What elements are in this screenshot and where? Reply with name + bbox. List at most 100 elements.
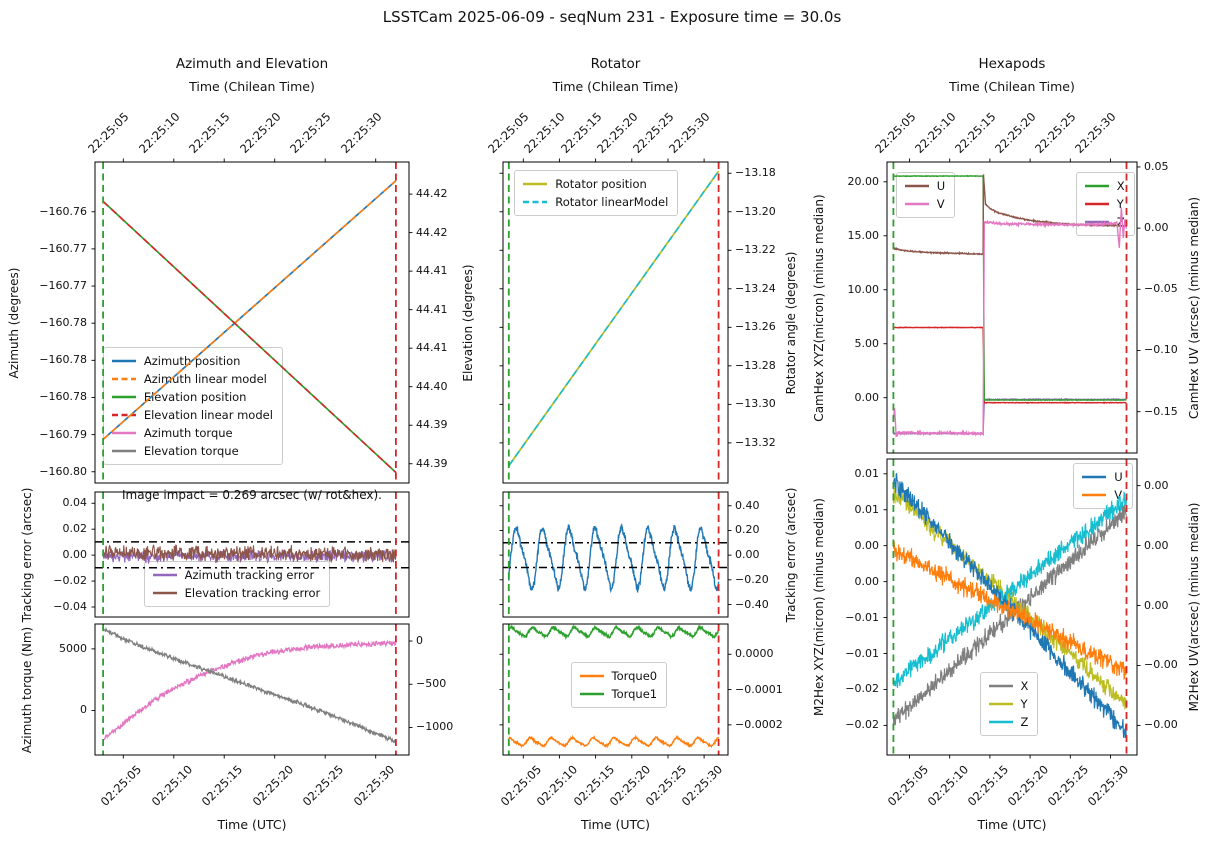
time-top-axis-label: Time (Chilean Time) bbox=[189, 79, 315, 94]
series-x bbox=[892, 174, 1127, 402]
y-tick-label: −13.28 bbox=[735, 358, 776, 372]
x-tick-label-top: 22:25:20 bbox=[992, 109, 1039, 156]
y-tick-label: 20.00 bbox=[847, 174, 880, 188]
y-tick-label: 0.04 bbox=[62, 496, 88, 510]
legend-label: Azimuth tracking error bbox=[184, 568, 315, 583]
legend-label: Torque1 bbox=[611, 686, 658, 701]
legend-label: Azimuth linear model bbox=[143, 371, 267, 386]
axis-label-left: Tracking error (arcsec) bbox=[20, 487, 34, 622]
legend-entry: Azimuth torque bbox=[111, 424, 273, 442]
axis-label-left: CamHex XYZ(micron) (minus median) bbox=[812, 193, 826, 422]
y-tick-label: 0.01 bbox=[854, 466, 880, 480]
legend-label: Rotator linearModel bbox=[555, 195, 669, 210]
legend-entry: Rotator linearModel bbox=[522, 193, 668, 211]
x-tick-label-bottom: 02:25:25 bbox=[299, 762, 347, 809]
y-tick-label: −0.02 bbox=[53, 574, 87, 588]
legend-entry: V bbox=[904, 195, 945, 213]
x-tick-label-top: 22:25:05 bbox=[85, 109, 132, 156]
y-tick-label: −0.01 bbox=[845, 610, 879, 624]
legend-entry: Azimuth tracking error bbox=[152, 566, 321, 584]
y-tick-label: −13.24 bbox=[735, 281, 776, 295]
plot-camhex bbox=[883, 158, 1141, 454]
y-tick-label: 0.00 bbox=[735, 548, 760, 562]
legend-entry: U bbox=[1081, 468, 1123, 486]
x-tick-label-top: 22:25:10 bbox=[135, 109, 183, 156]
y-tick-label: −160.77 bbox=[39, 279, 87, 293]
column-title: Rotator bbox=[590, 56, 641, 72]
series-rotator-tracking-error bbox=[508, 522, 720, 594]
y-tick-label: 44.42 bbox=[416, 225, 448, 239]
series-u bbox=[893, 174, 1127, 256]
axis-label-left: Azimuth (degrees) bbox=[7, 267, 21, 378]
axis-label-right: M2Hex UV(arcsec) (minus median) bbox=[1187, 502, 1201, 712]
legend: Azimuth position Azimuth linear model Elev… bbox=[102, 346, 283, 465]
legend-label: V bbox=[936, 197, 945, 212]
series-v bbox=[892, 207, 1128, 438]
time-top-axis-label: Time (Chilean Time) bbox=[949, 79, 1075, 94]
series-torque0 bbox=[508, 734, 720, 749]
legend-label: Z bbox=[1020, 715, 1029, 730]
series-x bbox=[892, 504, 1128, 726]
x-tick-label-top: 22:25:30 bbox=[337, 109, 385, 156]
legend-entry: Y bbox=[1084, 195, 1125, 213]
series-z bbox=[892, 490, 1128, 689]
legend-label: Elevation position bbox=[143, 389, 247, 404]
y-tick-label: −0.02 bbox=[845, 682, 879, 696]
y-tick-label: 10.00 bbox=[847, 282, 880, 296]
legend-label: Y bbox=[1116, 197, 1124, 212]
y-tick-label: −0.00 bbox=[1144, 718, 1178, 732]
legend-entry: Elevation position bbox=[111, 388, 273, 406]
legend-label: V bbox=[1114, 488, 1123, 503]
legend: Azimuth tracking error Elevation tracking… bbox=[143, 561, 331, 608]
y-tick-label: 0.00 bbox=[1144, 478, 1169, 492]
y-tick-label: 0.0000 bbox=[735, 647, 774, 661]
y-tick-label: −13.22 bbox=[735, 243, 776, 257]
x-tick-label-bottom: 02:25:10 bbox=[148, 762, 195, 809]
y-tick-label: −160.78 bbox=[39, 353, 87, 367]
plot-rotator-torques bbox=[499, 623, 732, 759]
y-tick-label: −0.0001 bbox=[735, 682, 783, 696]
y-tick-label: 0.02 bbox=[62, 522, 88, 536]
y-tick-label: 0.00 bbox=[62, 548, 88, 562]
y-tick-label: −0.00 bbox=[1144, 658, 1178, 672]
x-tick-label-bottom: 02:25:15 bbox=[199, 762, 246, 809]
legend-entry: Torque1 bbox=[579, 685, 658, 703]
x-tick-label-top: 22:25:15 bbox=[186, 109, 233, 156]
y-tick-label: −0.20 bbox=[735, 572, 769, 586]
legend-label: Elevation torque bbox=[143, 443, 239, 458]
y-tick-label: −160.80 bbox=[39, 464, 87, 478]
axis-label-right: Rotator angle (degrees) bbox=[784, 251, 798, 394]
x-tick-label-top: 22:25:15 bbox=[951, 109, 999, 156]
y-tick-label: 5000 bbox=[59, 641, 87, 655]
series-azimuth-linear-model bbox=[102, 180, 397, 440]
y-tick-label: 44.39 bbox=[416, 418, 448, 432]
legend-label: Elevation tracking error bbox=[184, 586, 321, 601]
y-tick-label: 0.20 bbox=[735, 523, 760, 537]
series-rotator-linearmodel bbox=[508, 170, 720, 467]
legend-entry: X bbox=[988, 677, 1028, 695]
legend-label: Rotator position bbox=[555, 177, 647, 192]
legend: Rotator position Rotator linearModel bbox=[514, 170, 679, 217]
series-torque1 bbox=[508, 624, 720, 640]
column-title: Azimuth and Elevation bbox=[175, 56, 329, 72]
axis-label-right: Elevation (degrees) bbox=[461, 263, 475, 382]
series-y bbox=[892, 326, 1127, 405]
legend-entry: X bbox=[1084, 177, 1125, 195]
figure-title: LSSTCam 2025-06-09 - seqNum 231 - Exposu… bbox=[382, 8, 842, 26]
y-tick-label: 0.00 bbox=[854, 390, 880, 404]
y-tick-label: −160.78 bbox=[39, 316, 87, 330]
x-tick-label-top: 22:25:05 bbox=[871, 109, 919, 156]
y-tick-label: −160.76 bbox=[39, 204, 87, 218]
y-tick-label: −0.10 bbox=[1144, 343, 1178, 357]
y-tick-label: 0.00 bbox=[1144, 538, 1169, 552]
y-tick-label: −13.26 bbox=[735, 320, 776, 334]
series-v bbox=[892, 541, 1128, 680]
x-tick-label-bottom: 02:25:30 bbox=[350, 762, 397, 809]
axis-label-right: Tracking error (arcsec) bbox=[784, 487, 798, 622]
y-tick-label: 0.40 bbox=[735, 498, 760, 512]
legend-label: Azimuth torque bbox=[143, 425, 233, 440]
y-tick-label: 0 bbox=[416, 634, 423, 648]
y-tick-label: −0.15 bbox=[1144, 404, 1178, 418]
time-top-axis-label: Time (Chilean Time) bbox=[552, 79, 679, 94]
